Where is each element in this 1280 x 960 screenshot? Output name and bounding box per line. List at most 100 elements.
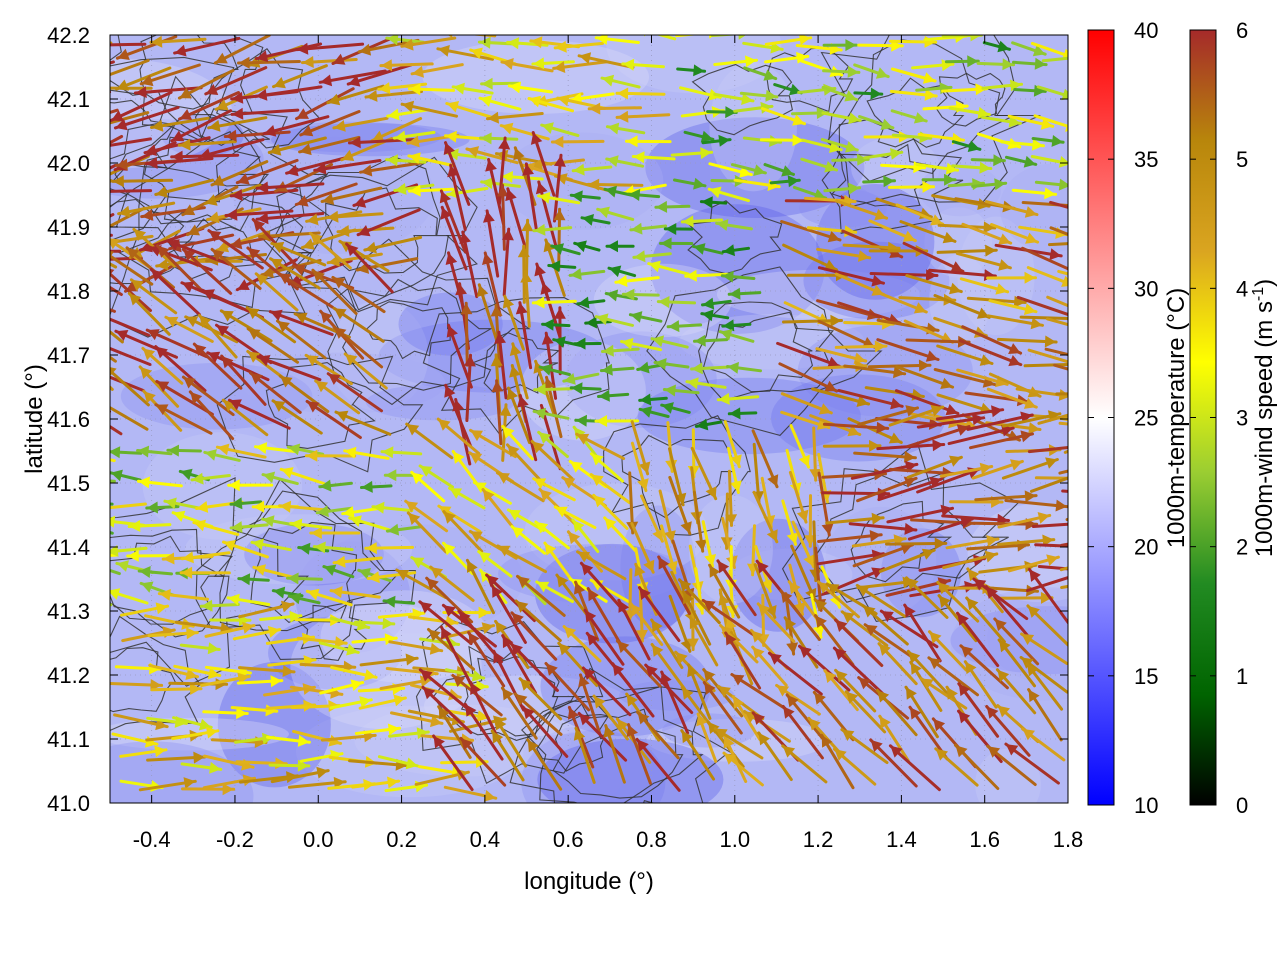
wind-arrow — [390, 711, 444, 728]
wind-arrow — [463, 353, 476, 422]
wind-arrow — [110, 568, 121, 576]
wind-arrow — [895, 365, 955, 389]
wind-colorbar-title: 1000m-wind speed (m s-1) — [1250, 279, 1278, 557]
wind-arrow — [763, 163, 795, 177]
wind-arrow — [1041, 56, 1068, 63]
wind-arrow — [581, 666, 632, 717]
wind-arrow — [921, 173, 957, 186]
wind-arrow — [405, 422, 454, 460]
wind-arrow — [832, 646, 884, 695]
wind-arrow — [966, 567, 1004, 614]
wind-arrow — [780, 410, 831, 430]
wind-arrow — [621, 58, 665, 71]
wind-arrow — [277, 271, 334, 309]
wind-arrow — [320, 186, 383, 205]
wind-arrow — [764, 51, 810, 64]
wind-arrow — [407, 83, 455, 96]
wind-arrow — [245, 306, 297, 344]
wind-arrow — [562, 372, 600, 385]
wind-arrow — [933, 294, 991, 319]
wind-arrow — [853, 450, 917, 463]
x-tick-label: 0.0 — [303, 827, 334, 852]
wind-arrow — [469, 681, 502, 744]
wind-arrow — [970, 154, 1006, 167]
wind-arrow — [668, 475, 692, 536]
wind-arrow — [491, 379, 504, 446]
y-tick-label: 41.2 — [47, 663, 90, 688]
wind-arrow — [451, 82, 494, 95]
wind-arrow — [486, 111, 544, 124]
wind-arrow — [110, 90, 173, 122]
wind-arrow — [202, 707, 249, 720]
wind-arrow — [694, 418, 723, 431]
wind-arrow — [823, 182, 862, 195]
wind-arrow — [713, 55, 758, 68]
x-tick-label: 0.4 — [470, 827, 501, 852]
wind-arrow — [583, 608, 625, 666]
wind-arrow — [997, 534, 1056, 547]
wind-arrow — [443, 785, 498, 802]
wind-arrow — [286, 572, 323, 585]
wind-arrow — [479, 132, 519, 145]
wind-arrow — [607, 265, 637, 278]
wind-arrow — [173, 36, 241, 57]
wind-arrow — [1011, 187, 1058, 200]
wind-arrow — [603, 516, 637, 553]
wind-arrow — [442, 510, 484, 553]
wind-arrow — [905, 274, 963, 295]
wind-arrow — [309, 527, 361, 539]
wind-arrow — [731, 695, 762, 741]
wind-arrow — [227, 479, 274, 492]
wind-arrow — [594, 313, 634, 327]
wind-arrow — [229, 497, 263, 510]
wind-colorbar-title-end: ) — [1251, 279, 1278, 287]
wind-arrow — [382, 595, 416, 608]
wind-arrow — [673, 177, 707, 190]
wind-arrow — [1013, 84, 1047, 97]
temperature-patch — [950, 606, 1068, 675]
wind-arrow — [139, 63, 201, 87]
wind-arrow — [125, 246, 175, 289]
contour-line — [536, 703, 610, 772]
wind-arrow — [722, 751, 764, 787]
wind-arrow — [1049, 226, 1068, 237]
temperature-patch — [709, 62, 797, 192]
wind-arrow — [537, 430, 569, 458]
wind-arrow — [902, 241, 965, 273]
wind-arrow — [934, 747, 979, 787]
wind-arrow — [995, 668, 1037, 715]
wind-arrow — [285, 155, 352, 177]
wind-arrow — [625, 135, 672, 148]
wind-arrow — [304, 449, 357, 462]
wind-arrow — [550, 135, 605, 148]
wind-arrow — [255, 181, 325, 194]
wind-arrow — [906, 649, 949, 695]
wind-arrow — [407, 152, 455, 167]
wind-arrow — [553, 40, 604, 53]
wind-arrow — [171, 726, 220, 741]
wind-arrow — [532, 223, 573, 236]
wind-arrow — [985, 705, 1031, 757]
wind-arrow — [573, 240, 601, 253]
wind-arrow — [304, 353, 353, 386]
wind-arrow — [505, 187, 529, 254]
wind-arrow — [232, 625, 282, 641]
wind-arrow — [490, 729, 525, 782]
wind-arrow — [507, 81, 553, 94]
y-axis-ticks: 41.0 41.1 41.2 41.3 41.4 41.5 41.6 41.7 41.8 41.9… — [47, 23, 1068, 816]
wind-arrow — [843, 364, 907, 379]
wind-arrow — [400, 36, 457, 51]
wind-arrow — [981, 79, 1023, 92]
wind-arrow — [936, 344, 994, 366]
wind-arrow — [1027, 445, 1068, 454]
wind-arrow — [229, 521, 269, 533]
wind-arrow — [266, 734, 311, 747]
wind-arrow — [110, 285, 123, 296]
wind-arrow — [682, 590, 712, 646]
wind-arrow — [575, 432, 626, 461]
wind-arrow — [294, 182, 358, 207]
wind-arrow — [572, 425, 599, 459]
wind-arrow — [308, 231, 352, 270]
wind-arrow — [945, 535, 1000, 550]
wind-arrow — [518, 677, 563, 721]
